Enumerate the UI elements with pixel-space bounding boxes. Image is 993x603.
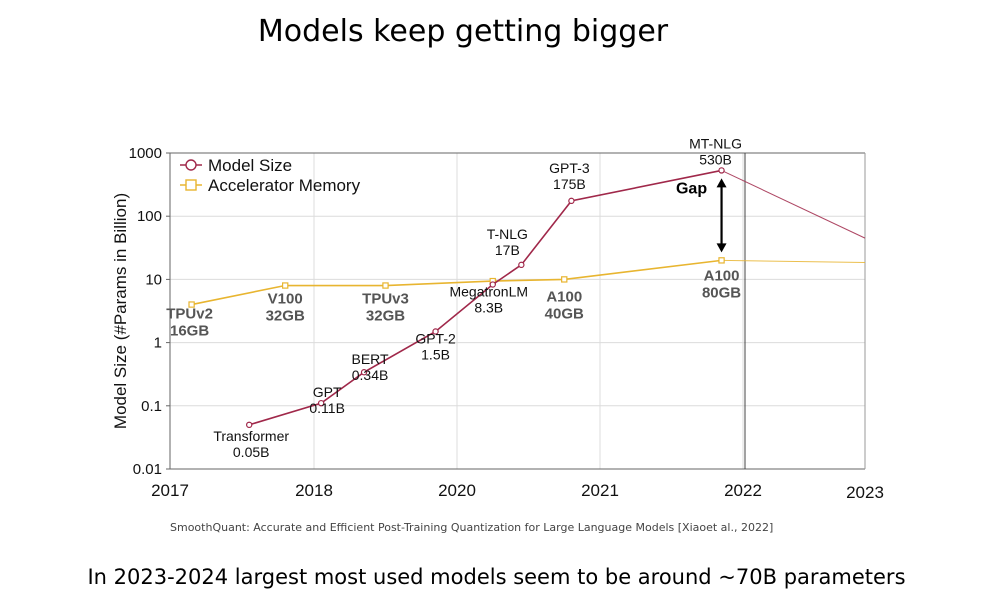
accelerator-memory-point bbox=[718, 257, 725, 264]
accelerator-point-label: 40GB bbox=[545, 305, 584, 322]
gap-arrow-head-up bbox=[716, 178, 727, 188]
accelerator-point-label: A100 bbox=[546, 288, 582, 305]
model-point-label: 175B bbox=[553, 176, 586, 192]
accelerator-memory-point bbox=[561, 276, 568, 283]
slide-title: Models keep getting bigger bbox=[257, 14, 669, 49]
accelerator-point-label: A100 bbox=[704, 267, 740, 284]
model-point-label: Transformer bbox=[213, 428, 289, 444]
accelerator-memory-line bbox=[191, 259, 722, 306]
model-size-point bbox=[489, 281, 496, 288]
model-size-point bbox=[360, 369, 368, 376]
x-tick-label: 2021 bbox=[581, 481, 619, 500]
model-size-line bbox=[248, 169, 722, 426]
accelerator-memory-point bbox=[188, 301, 195, 308]
model-point-label: 0.05B bbox=[233, 444, 270, 460]
y-tick-label: 100 bbox=[137, 208, 162, 225]
legend-label: Accelerator Memory bbox=[208, 176, 361, 195]
x-tick-label: 2020 bbox=[438, 481, 476, 500]
model-size-point bbox=[718, 167, 725, 174]
model-point-label: 0.11B bbox=[309, 400, 345, 416]
model-size-point bbox=[317, 399, 325, 407]
model-size-extension bbox=[721, 169, 866, 239]
accelerator-memory-point bbox=[382, 282, 389, 289]
y-tick-label: 1 bbox=[154, 335, 162, 352]
accelerator-memory-point bbox=[282, 282, 289, 289]
model-size-point bbox=[568, 197, 575, 205]
model-point-label: BERT bbox=[352, 351, 390, 367]
model-point-label: T-NLG bbox=[487, 226, 528, 242]
model-point-label: GPT-2 bbox=[415, 330, 456, 346]
x-tick-label: 2023 bbox=[846, 483, 884, 502]
footer-note: In 2023-2024 largest most used models se… bbox=[87, 565, 906, 589]
x-tick-label: 2017 bbox=[151, 481, 189, 500]
model-point-label: MegatronLM bbox=[449, 284, 528, 300]
model-point-label: 530B bbox=[699, 151, 732, 167]
accelerator-point-label: V100 bbox=[268, 291, 303, 308]
model-size-point bbox=[432, 328, 439, 335]
model-point-label: GPT-3 bbox=[549, 160, 590, 176]
y-tick-label: 10 bbox=[145, 271, 162, 288]
model-size-point bbox=[245, 421, 253, 429]
y-tick-label: 0.1 bbox=[141, 398, 162, 415]
x-tick-label: 2018 bbox=[295, 481, 333, 500]
model-point-label: 17B bbox=[495, 242, 520, 258]
model-size-chart: 0.01 0.1 1 10 100 1000 2017 2018 2020 2021 2022 202… bbox=[111, 135, 884, 502]
accelerator-point-label: 32GB bbox=[366, 308, 405, 325]
gap-arrow-head-down bbox=[716, 243, 727, 253]
legend-label: Model Size bbox=[208, 156, 292, 175]
legend-marker-circle bbox=[185, 159, 197, 171]
y-tick-label: 1000 bbox=[129, 145, 162, 162]
accelerator-point-label: 80GB bbox=[702, 284, 741, 301]
x-tick-label: 2022 bbox=[724, 481, 762, 500]
accelerator-point-label: 32GB bbox=[266, 308, 305, 325]
model-point-label: 8.3B bbox=[474, 300, 503, 316]
citation: SmoothQuant: Accurate and Efficient Post… bbox=[170, 521, 774, 534]
accelerator-memory-extension bbox=[721, 259, 866, 264]
accelerator-point-label: TPUv2 bbox=[166, 306, 213, 323]
model-size-point bbox=[518, 261, 525, 269]
y-tick-label: 0.01 bbox=[133, 461, 162, 478]
y-axis-label: Model Size (#Params in Billion) bbox=[111, 193, 130, 429]
gap-label: Gap bbox=[676, 180, 707, 197]
model-point-label: GPT bbox=[313, 384, 342, 400]
model-point-label: MT-NLG bbox=[689, 135, 742, 151]
model-point-label: 0.34B bbox=[352, 367, 389, 383]
legend-marker-square bbox=[185, 179, 197, 191]
accelerator-point-label: TPUv3 bbox=[362, 291, 409, 308]
accelerator-point-label: 16GB bbox=[170, 323, 209, 340]
model-point-label: 1.5B bbox=[421, 346, 450, 362]
